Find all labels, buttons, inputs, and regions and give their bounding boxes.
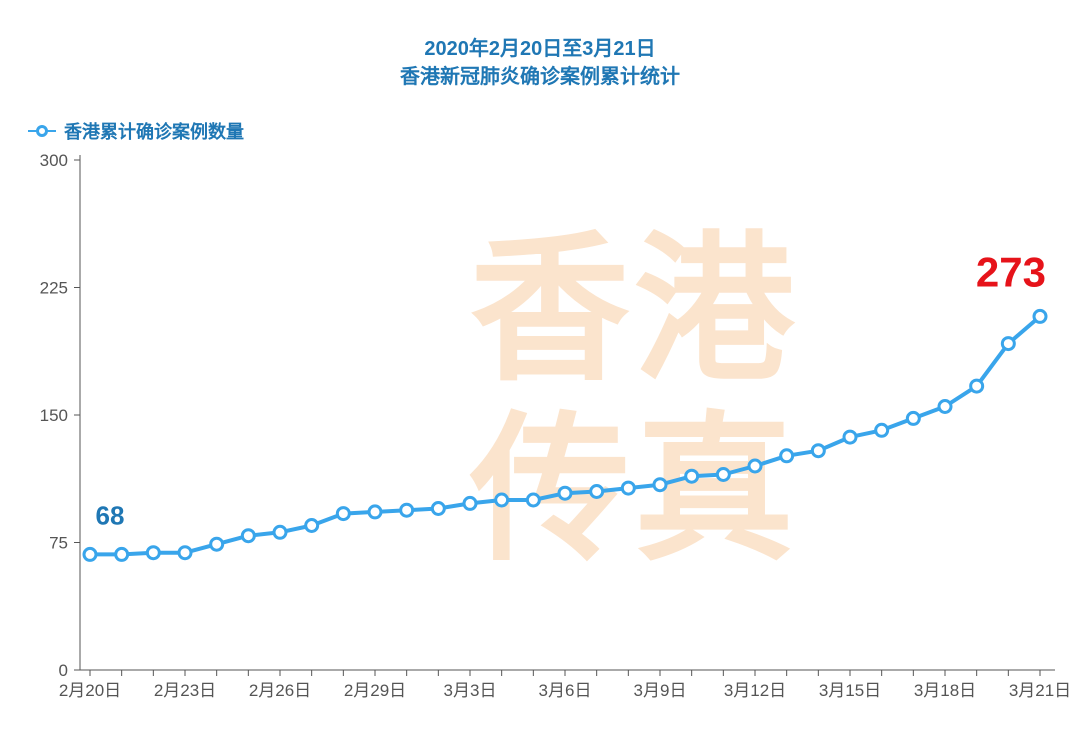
data-point bbox=[907, 412, 919, 424]
annotation-start-value: 68 bbox=[96, 500, 125, 530]
data-point bbox=[496, 494, 508, 506]
data-point bbox=[1002, 338, 1014, 350]
series-line bbox=[90, 316, 1040, 554]
data-point bbox=[781, 450, 793, 462]
data-point bbox=[242, 530, 254, 542]
data-point bbox=[812, 445, 824, 457]
x-tick-label: 2月20日 bbox=[59, 681, 121, 700]
data-point bbox=[306, 520, 318, 532]
x-tick-label: 3月3日 bbox=[444, 681, 497, 700]
y-tick-label: 0 bbox=[59, 661, 68, 680]
chart-container: 香港 传真 2020年2月20日至3月21日 香港新冠肺炎确诊案例累计统计 香港… bbox=[0, 0, 1080, 734]
data-point bbox=[211, 538, 223, 550]
data-point bbox=[591, 486, 603, 498]
data-point bbox=[717, 469, 729, 481]
annotation-end-value: 273 bbox=[976, 248, 1046, 295]
data-point bbox=[622, 482, 634, 494]
y-tick-label: 75 bbox=[49, 534, 68, 553]
data-point bbox=[749, 460, 761, 472]
data-point bbox=[274, 526, 286, 538]
x-tick-label: 3月15日 bbox=[819, 681, 881, 700]
data-point bbox=[464, 497, 476, 509]
y-tick-label: 225 bbox=[40, 279, 68, 298]
data-point bbox=[844, 431, 856, 443]
y-tick-label: 150 bbox=[40, 406, 68, 425]
x-tick-label: 3月12日 bbox=[724, 681, 786, 700]
data-point bbox=[559, 487, 571, 499]
data-point bbox=[401, 504, 413, 516]
x-tick-label: 2月26日 bbox=[249, 681, 311, 700]
data-point bbox=[116, 548, 128, 560]
data-point bbox=[686, 470, 698, 482]
data-point bbox=[971, 380, 983, 392]
data-point bbox=[1034, 310, 1046, 322]
x-tick-label: 3月21日 bbox=[1009, 681, 1071, 700]
line-chart: 0 75 150 225 300 2月20日 2月23日 2月26日 2月29日 3月3日 3月6日… bbox=[0, 0, 1080, 734]
x-tick-label: 3月6日 bbox=[539, 681, 592, 700]
x-tick-label: 2月29日 bbox=[344, 681, 406, 700]
x-tick-label: 3月9日 bbox=[634, 681, 687, 700]
data-point bbox=[939, 401, 951, 413]
data-point bbox=[527, 494, 539, 506]
y-tick-label: 300 bbox=[40, 151, 68, 170]
data-point bbox=[337, 508, 349, 520]
data-point bbox=[84, 548, 96, 560]
x-tick-label: 3月18日 bbox=[914, 681, 976, 700]
x-tick-label: 2月23日 bbox=[154, 681, 216, 700]
data-point bbox=[654, 479, 666, 491]
data-point bbox=[147, 547, 159, 559]
data-point bbox=[369, 506, 381, 518]
data-point bbox=[432, 503, 444, 515]
data-point bbox=[876, 424, 888, 436]
data-point bbox=[179, 547, 191, 559]
